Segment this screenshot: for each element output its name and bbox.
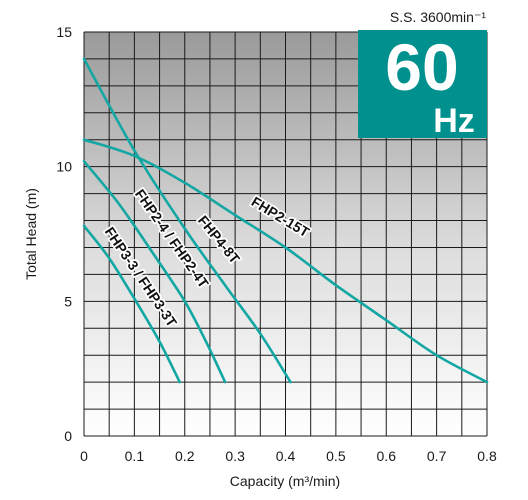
y-tick-label: 5 xyxy=(64,293,72,309)
x-tick-label: 0.7 xyxy=(427,448,447,464)
x-tick-label: 0.6 xyxy=(377,448,397,464)
x-tick-label: 0.2 xyxy=(175,448,195,464)
curve-fhp2-4-fhp2-4t xyxy=(82,160,227,384)
frequency-value: 60 xyxy=(385,30,458,104)
frequency-unit: Hz xyxy=(433,102,475,140)
x-tick-label: 0.8 xyxy=(477,448,497,464)
grid-lines xyxy=(83,31,488,437)
x-tick-label: 0 xyxy=(80,448,88,464)
x-tick-label: 0.4 xyxy=(276,448,296,464)
y-tick-label: 15 xyxy=(56,24,72,40)
curves-layer xyxy=(82,57,489,384)
speed-label: S.S. 3600min⁻¹ xyxy=(390,9,486,25)
x-tick-labels: 0 0.1 0.2 0.3 0.4 0.5 0.6 0.7 0.8 xyxy=(80,448,497,464)
curve-fhp2-15t xyxy=(82,138,489,384)
x-axis-label: Capacity (m³/min) xyxy=(230,473,340,489)
x-tick-label: 0.5 xyxy=(326,448,346,464)
curve-fhp3-3-fhp3-3t xyxy=(82,224,181,384)
curve-fhp4-8t xyxy=(82,57,292,384)
y-tick-labels: 0 5 10 15 xyxy=(56,24,72,444)
frequency-badge xyxy=(358,30,487,138)
y-axis-label: Total Head (m) xyxy=(23,188,39,280)
y-tick-label: 10 xyxy=(56,159,72,175)
y-tick-label: 0 xyxy=(64,428,72,444)
x-tick-label: 0.3 xyxy=(225,448,245,464)
x-tick-label: 0.1 xyxy=(125,448,145,464)
